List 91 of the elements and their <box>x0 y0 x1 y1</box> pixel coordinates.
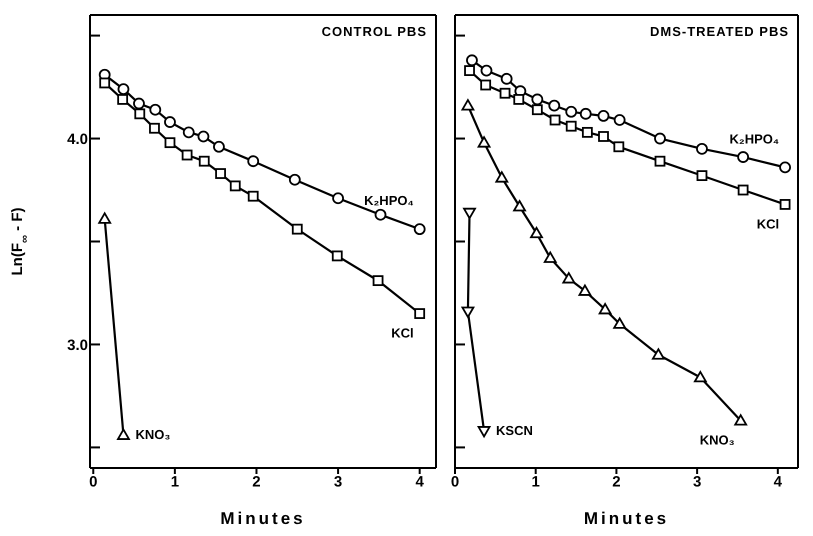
point <box>598 131 609 142</box>
point <box>466 54 478 66</box>
y-tick-label: 3.0 <box>67 336 88 354</box>
point <box>198 156 210 167</box>
point <box>182 126 195 138</box>
point <box>598 303 612 314</box>
point <box>550 114 560 126</box>
point <box>414 223 426 236</box>
point <box>738 184 749 196</box>
series-label: KNO₃ <box>135 427 170 442</box>
point <box>614 114 626 126</box>
point <box>582 126 593 138</box>
point <box>598 110 610 122</box>
point <box>532 104 543 116</box>
point <box>464 65 475 76</box>
point <box>198 130 210 142</box>
point <box>780 199 790 210</box>
x-axis-title: Minutes <box>584 509 670 528</box>
point <box>149 122 160 134</box>
point <box>292 224 303 235</box>
point <box>580 108 592 120</box>
point <box>478 136 490 148</box>
series-label: KSCN <box>496 422 533 438</box>
point <box>500 72 513 85</box>
x-tick-label: 3 <box>692 474 702 491</box>
point <box>562 272 576 284</box>
point <box>480 64 492 76</box>
point <box>566 120 577 132</box>
point <box>117 94 128 105</box>
point <box>332 250 343 262</box>
point <box>182 150 193 160</box>
point <box>134 108 146 120</box>
point <box>734 414 748 426</box>
point <box>99 78 110 88</box>
point <box>332 192 344 204</box>
point <box>480 80 492 90</box>
x-tick-label: 0 <box>89 474 98 491</box>
point <box>164 116 176 128</box>
point <box>779 161 791 174</box>
point <box>374 208 386 221</box>
series-label: KCl <box>391 326 414 341</box>
point <box>513 94 524 105</box>
x-tick-label: 0 <box>450 474 460 491</box>
point <box>248 190 259 202</box>
point <box>288 174 301 186</box>
point <box>530 226 543 238</box>
y-tick-label: 4.0 <box>67 130 88 148</box>
point <box>118 83 130 96</box>
point <box>149 104 162 116</box>
point <box>247 155 260 168</box>
point <box>548 100 560 112</box>
point <box>213 140 225 153</box>
point <box>696 170 708 182</box>
series-label: K₂HPO₄ <box>364 193 414 208</box>
x-tick-label: 4 <box>774 474 783 491</box>
point <box>544 252 557 263</box>
point <box>215 168 226 179</box>
text: DMS-TREATED PBS <box>650 24 789 39</box>
point <box>133 98 145 110</box>
point <box>652 348 665 360</box>
point <box>414 308 426 319</box>
point <box>654 156 666 167</box>
point <box>230 180 241 192</box>
point <box>737 151 750 163</box>
series-label: KCl <box>756 216 780 232</box>
point <box>164 137 176 148</box>
point <box>565 106 578 118</box>
point <box>462 99 474 110</box>
point <box>654 132 666 144</box>
x-tick-label: 1 <box>170 474 180 491</box>
point <box>513 200 526 212</box>
x-axis-title: Minutes <box>220 509 306 528</box>
series-label: K₂HPO₄ <box>730 131 780 146</box>
point <box>500 88 510 99</box>
x-tick-label: 2 <box>612 474 621 491</box>
text: CONTROL PBS <box>322 24 427 39</box>
point <box>694 371 707 382</box>
point <box>531 94 544 106</box>
series-label: KNO₃ <box>700 432 735 448</box>
x-tick-label: 2 <box>252 474 261 491</box>
point <box>372 275 384 286</box>
point <box>578 284 592 296</box>
x-tick-label: 4 <box>416 474 425 491</box>
x-tick-label: 1 <box>532 474 540 491</box>
point <box>463 208 476 220</box>
point <box>613 317 626 329</box>
point <box>613 141 624 152</box>
point <box>696 142 708 155</box>
point <box>462 306 474 318</box>
point <box>495 171 508 183</box>
x-tick-label: 3 <box>334 474 342 491</box>
